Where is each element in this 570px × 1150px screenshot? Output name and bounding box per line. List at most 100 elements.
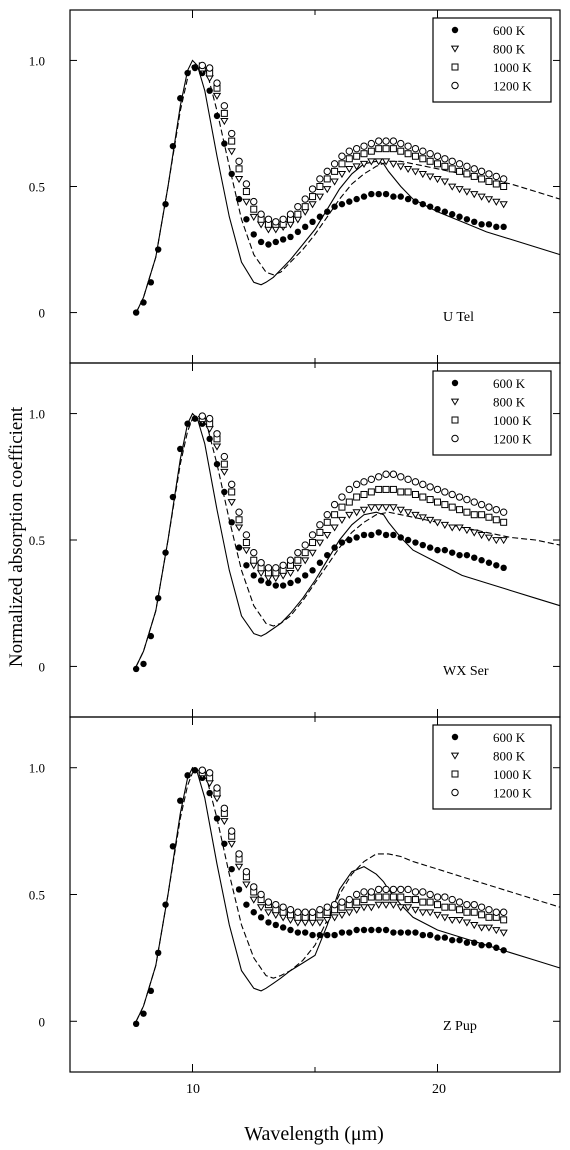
data-point <box>323 903 331 911</box>
data-point <box>293 564 303 572</box>
data-point <box>294 556 302 564</box>
data-point <box>455 898 464 906</box>
data-point <box>419 541 426 549</box>
legend-marker <box>451 788 459 797</box>
data-point <box>330 914 339 922</box>
data-point <box>448 165 456 173</box>
data-point <box>397 929 404 936</box>
data-point <box>434 205 441 213</box>
series-1200k <box>198 412 508 572</box>
data-point <box>242 867 251 876</box>
legend-label: 1200 K <box>493 786 532 801</box>
data-point <box>375 529 382 536</box>
data-point <box>242 188 250 196</box>
data-point <box>162 200 169 208</box>
data-point <box>352 163 361 171</box>
legend-label: 600 K <box>493 730 526 745</box>
data-point <box>278 914 288 922</box>
data-point <box>499 508 508 516</box>
data-point <box>418 514 427 522</box>
data-point <box>302 929 309 936</box>
data-point <box>324 551 331 559</box>
data-point <box>346 929 353 936</box>
data-point <box>279 236 287 243</box>
data-point <box>242 531 251 539</box>
legend-box <box>432 370 552 456</box>
data-point <box>221 840 228 847</box>
data-point <box>169 843 177 850</box>
data-point <box>500 518 508 526</box>
data-point <box>485 221 493 228</box>
data-point <box>315 919 325 927</box>
data-point <box>403 509 413 517</box>
data-point <box>367 504 376 512</box>
data-point <box>433 911 442 919</box>
data-point <box>286 556 295 564</box>
data-point <box>382 145 390 153</box>
data-point <box>257 210 265 218</box>
data-point <box>286 210 295 218</box>
data-point <box>493 562 500 569</box>
data-point <box>301 919 310 927</box>
data-point <box>471 554 478 561</box>
panel-label: WX Ser <box>443 664 489 679</box>
data-point <box>485 906 493 914</box>
data-point <box>243 901 250 908</box>
data-point <box>302 223 309 231</box>
data-point <box>448 503 456 511</box>
data-point <box>374 504 383 512</box>
data-point <box>484 534 494 542</box>
y-tick-label: 0.5 <box>29 180 45 195</box>
data-point <box>404 195 412 203</box>
data-point <box>492 908 500 916</box>
data-point <box>213 79 221 87</box>
data-point <box>404 142 412 150</box>
data-point <box>382 893 390 901</box>
series-800k <box>198 67 508 234</box>
data-point <box>404 929 412 936</box>
data-point <box>323 532 332 540</box>
data-point <box>485 513 493 521</box>
data-point <box>353 152 361 160</box>
data-point <box>220 460 228 468</box>
data-point <box>449 936 456 944</box>
data-point <box>309 218 316 225</box>
data-point <box>426 496 434 504</box>
data-point <box>301 541 309 549</box>
data-point <box>492 505 500 514</box>
data-point <box>440 914 450 922</box>
data-point <box>184 69 191 77</box>
legend-marker <box>450 45 460 53</box>
legend-label: 800 K <box>493 42 526 57</box>
legend-marker <box>451 81 459 90</box>
data-point <box>404 536 412 544</box>
data-point <box>250 548 258 557</box>
data-point <box>315 193 325 201</box>
data-point <box>220 818 229 826</box>
data-point <box>294 228 302 236</box>
data-point <box>425 516 435 524</box>
data-point <box>308 185 317 193</box>
data-point <box>177 95 184 102</box>
data-point <box>345 165 354 174</box>
chart-panel-2: 0 0.5 1.0 600 K 800 K 1000 K 1200 K WX Ser <box>29 362 561 718</box>
data-point <box>441 488 449 496</box>
data-point <box>330 500 339 509</box>
data-point <box>338 160 346 168</box>
data-point <box>184 772 191 779</box>
data-point <box>411 168 420 176</box>
data-point <box>477 193 486 201</box>
data-point <box>331 511 339 519</box>
data-point <box>353 493 361 501</box>
data-point <box>227 148 236 156</box>
data-point <box>396 163 405 171</box>
legend-marker <box>451 26 459 34</box>
data-point <box>264 898 273 906</box>
data-point <box>426 203 434 210</box>
data-point <box>382 470 390 478</box>
data-point <box>463 216 471 223</box>
data-point <box>499 201 508 209</box>
data-point <box>257 238 265 246</box>
data-point <box>155 246 162 253</box>
data-point <box>228 129 236 138</box>
